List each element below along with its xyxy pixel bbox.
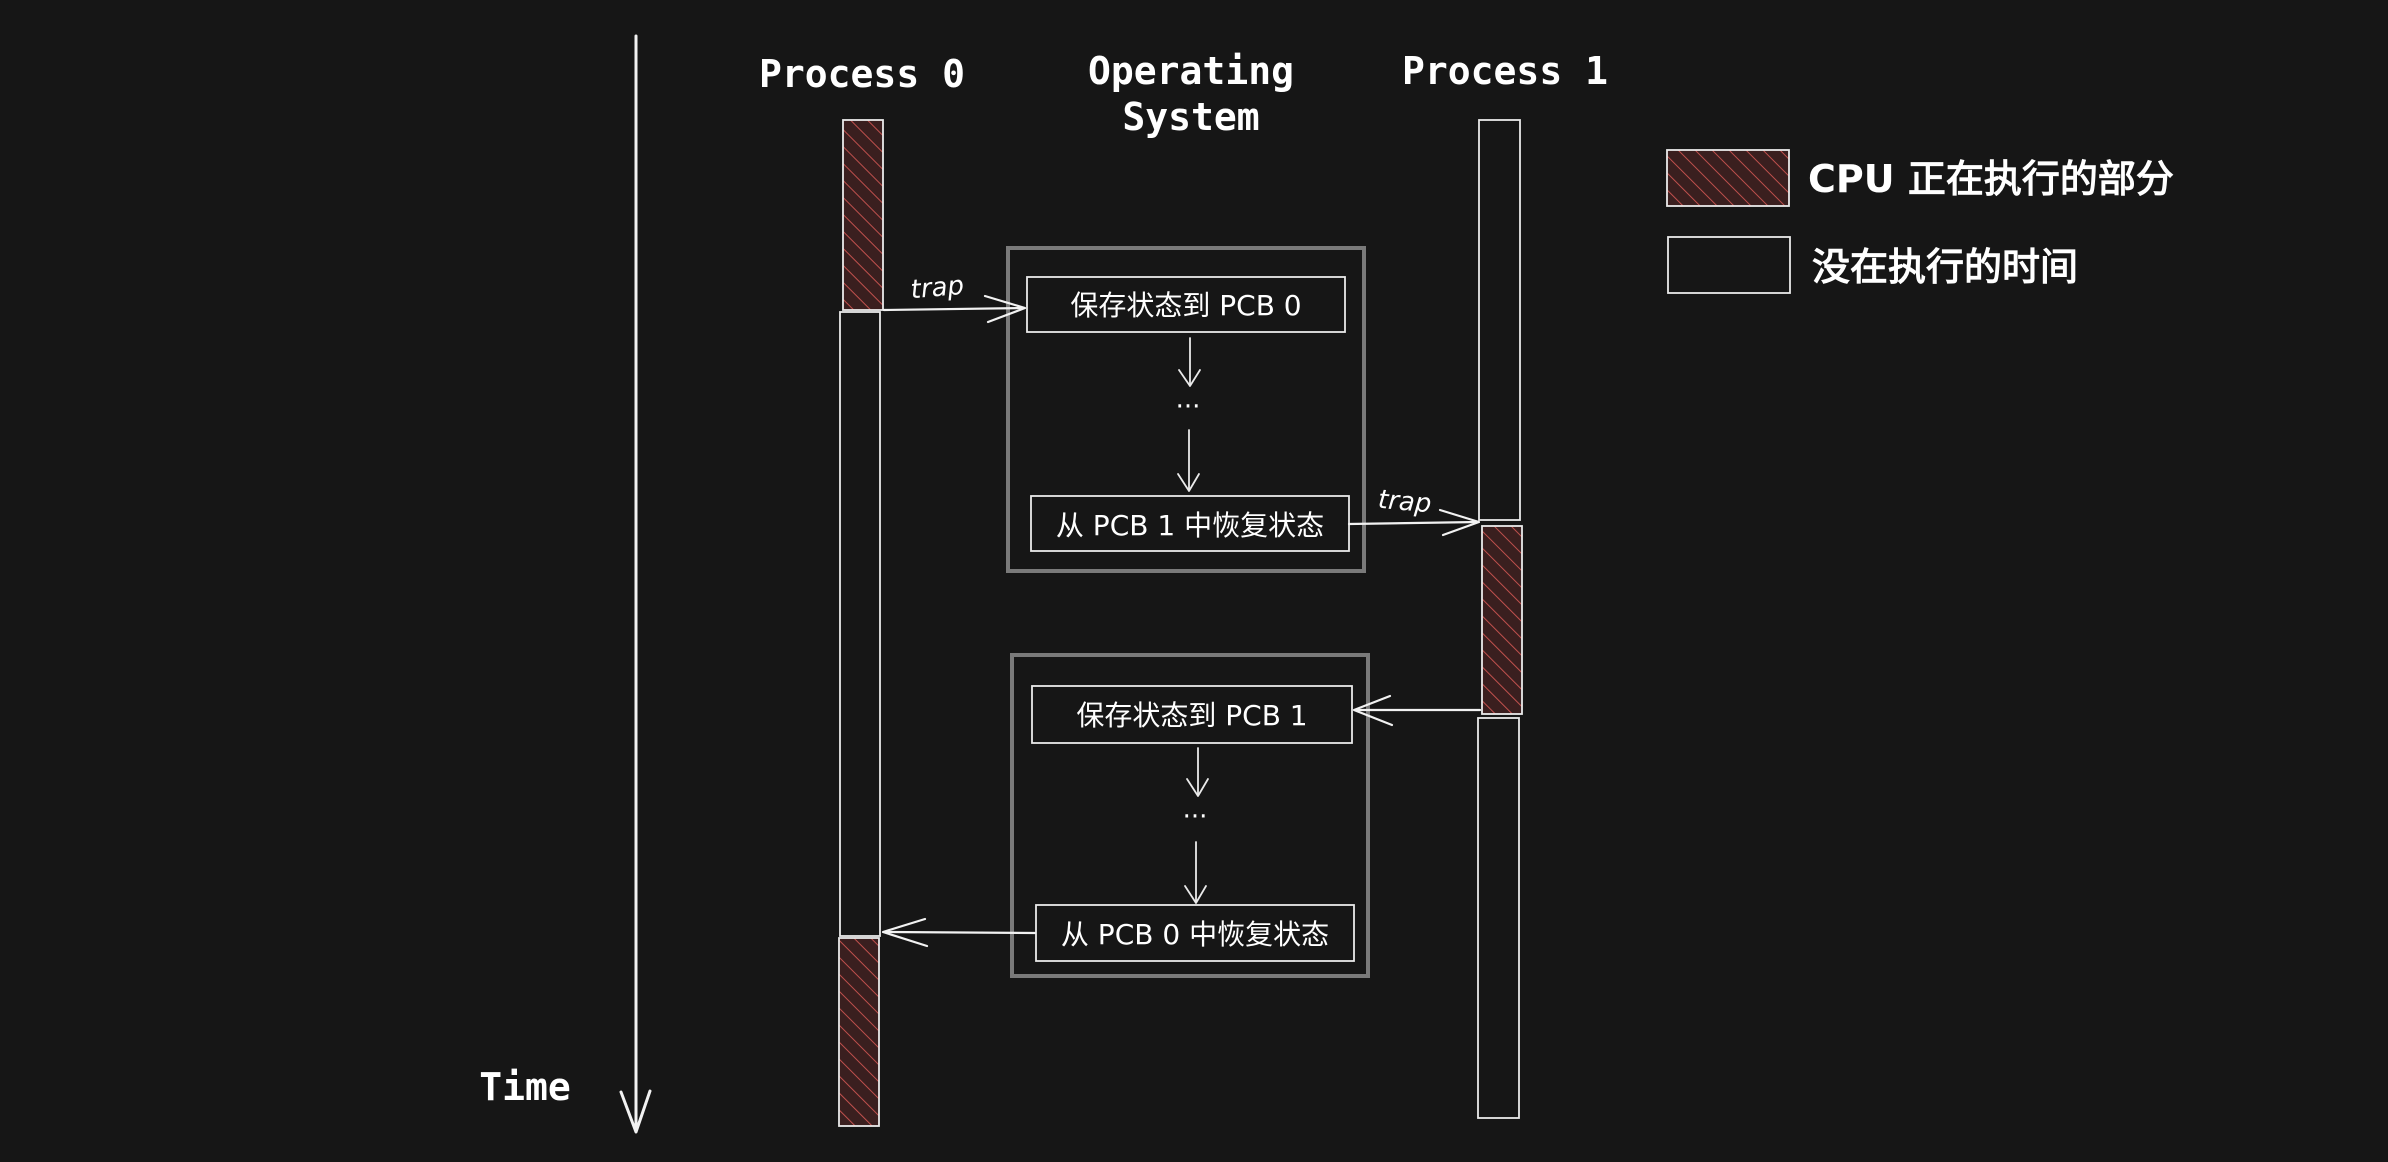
os-block-2-restore-label: 从 PCB 0 中恢复状态 [1061,918,1329,951]
os-block-2: 保存状态到 PCB 1 ··· 从 PCB 0 中恢复状态 [1010,653,1370,978]
os-block-2-restore-step [1035,904,1355,962]
trap-arrow-1: trap [882,271,1027,324]
arrow-process1-to-os [1352,694,1482,727]
process-1-heading: Process 1 [1402,49,1608,93]
os-block-2-save-label: 保存状态到 PCB 1 [1076,699,1307,732]
process-0-executing-segment [838,937,880,1127]
legend: CPU 正在执行的部分 没在执行的时间 [1666,149,2174,294]
process-0-executing-segment [842,119,884,311]
trap-label-1: trap [909,271,965,306]
os-heading-line-1: Operating [1088,49,1294,93]
legend-idle-label: 没在执行的时间 [1812,245,2078,289]
os-block-1-save-label: 保存状态到 PCB 0 [1070,289,1301,322]
legend-idle-swatch [1667,236,1791,294]
os-block-1-restore-label: 从 PCB 1 中恢复状态 [1056,509,1324,542]
process-1-idle-segment [1477,717,1520,1119]
process-0-timeline [838,119,884,1127]
arrow-os-to-process0 [881,917,1037,948]
os-block-1-restore-step [1030,495,1350,552]
os-block-1: 保存状态到 PCB 0 ··· 从 PCB 1 中恢复状态 [1006,246,1366,573]
legend-executing-swatch [1666,149,1790,207]
legend-executing-label: CPU 正在执行的部分 [1808,157,2174,201]
os-block-2-frame [1010,653,1370,978]
os-block-1-dots: ··· [1176,392,1201,422]
os-block-2-save-step [1031,685,1353,744]
process-1-timeline [1477,119,1523,1119]
os-block-2-dots: ··· [1183,802,1208,832]
process-1-idle-segment [1478,119,1521,521]
os-block-1-frame [1006,246,1366,573]
process-0-heading: Process 0 [759,52,965,96]
os-block-1-save-step [1026,276,1346,333]
os-heading-line-2: System [1122,95,1259,139]
time-axis: Time [479,34,652,1134]
process-0-idle-segment [839,311,881,937]
trap-label-2: trap [1377,485,1433,520]
trap-arrow-2: trap [1347,485,1481,537]
time-axis-label: Time [479,1065,571,1109]
process-1-executing-segment [1481,525,1523,715]
